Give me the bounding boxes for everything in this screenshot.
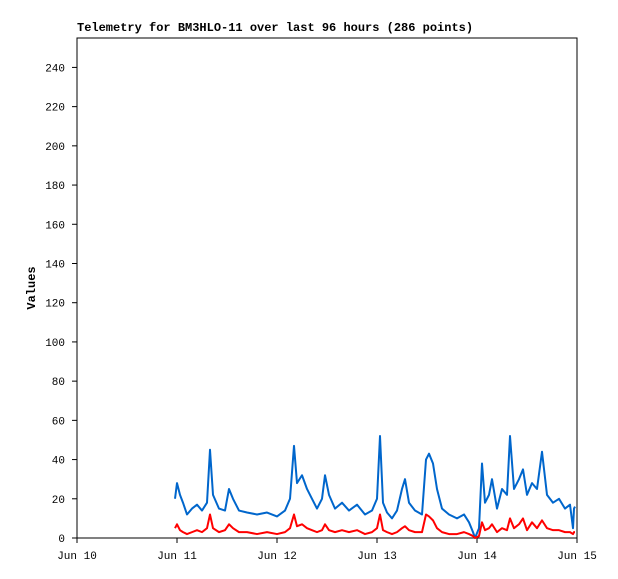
chart-title: Telemetry for BM3HLO-11 over last 96 hou…	[77, 21, 473, 35]
x-tick-label: Jun 13	[357, 551, 397, 563]
y-tick-label: 200	[45, 142, 65, 154]
y-tick-label: 60	[52, 416, 65, 428]
series-line	[174, 513, 575, 539]
y-tick-label: 20	[52, 495, 65, 507]
plot-frame	[76, 37, 578, 539]
y-tick-label: 120	[45, 299, 65, 311]
y-tick-label: 80	[52, 377, 65, 389]
y-tick-label: 180	[45, 181, 65, 193]
x-tick-label: Jun 14	[457, 551, 497, 563]
y-tick-label: 0	[58, 534, 65, 546]
series-line	[174, 435, 576, 539]
y-tick-label: 40	[52, 456, 65, 468]
y-tick-label: 220	[45, 103, 65, 115]
y-axis-label: Values	[25, 266, 39, 309]
y-tick-label: 100	[45, 338, 65, 350]
x-tick-label: Jun 12	[257, 551, 297, 563]
x-tick-label: Jun 11	[157, 551, 197, 563]
y-tick-label: 240	[45, 63, 65, 75]
x-tick-label: Jun 10	[57, 551, 97, 563]
y-tick-label: 160	[45, 220, 65, 232]
x-tick-label: Jun 15	[557, 551, 597, 563]
y-tick-label: 140	[45, 259, 65, 271]
